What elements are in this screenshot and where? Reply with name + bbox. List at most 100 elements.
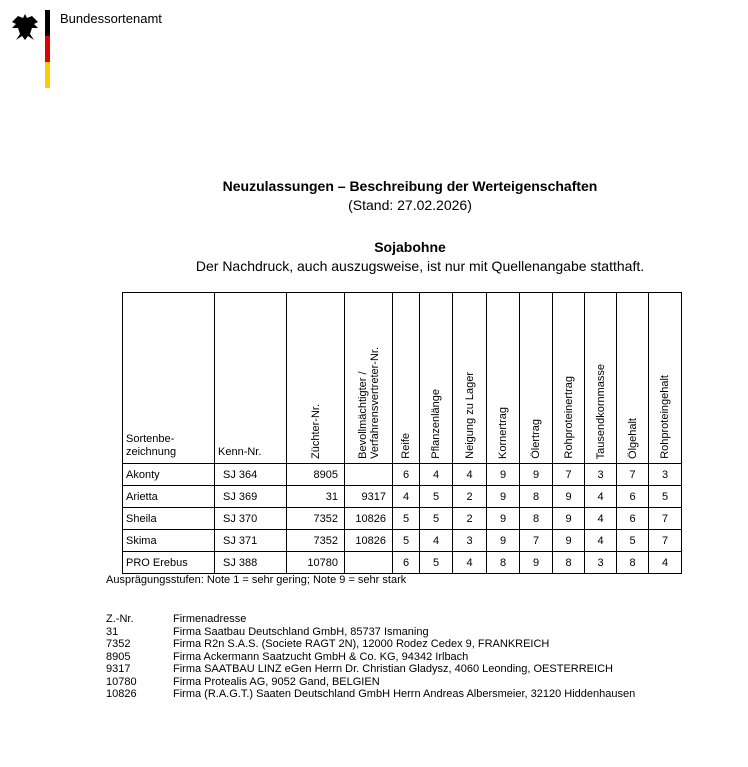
column-header: Ölgehalt bbox=[616, 292, 649, 464]
column-header: Züchter-Nr. bbox=[286, 292, 345, 464]
crop-title: Sojabohne bbox=[374, 239, 446, 255]
table-cell: 5 bbox=[419, 485, 453, 508]
firm-address: Firma Protealis AG, 9052 Gand, BELGIEN bbox=[173, 675, 380, 688]
table-cell: SJ 369 bbox=[214, 485, 287, 508]
flag-stripe-black bbox=[45, 10, 50, 36]
federal-eagle-icon bbox=[12, 14, 38, 40]
column-header: Pflanzenlänge bbox=[419, 292, 453, 464]
table-cell: 3 bbox=[452, 529, 487, 552]
table-cell: 5 bbox=[392, 529, 420, 552]
column-header: Kenn-Nr. bbox=[214, 292, 287, 464]
table-cell: 9 bbox=[486, 463, 520, 486]
scale-note: Ausprägungsstufen: Note 1 = sehr gering;… bbox=[106, 574, 407, 586]
table-cell: 4 bbox=[648, 551, 682, 574]
table-cell: 31 bbox=[286, 485, 345, 508]
table-cell bbox=[344, 463, 393, 486]
table-cell: 3 bbox=[584, 551, 617, 574]
table-cell: 4 bbox=[452, 551, 487, 574]
table-cell: 3 bbox=[584, 463, 617, 486]
column-header-label: Pflanzenlänge bbox=[430, 389, 442, 459]
flag-stripe-red bbox=[45, 36, 50, 62]
table-cell: 4 bbox=[419, 463, 453, 486]
table-cell: 8 bbox=[519, 485, 553, 508]
table-cell: 9 bbox=[486, 485, 520, 508]
column-header-label: Reife bbox=[400, 433, 412, 459]
table-cell: 9 bbox=[486, 529, 520, 552]
table-cell: 4 bbox=[584, 507, 617, 530]
document-date: (Stand: 27.02.2026) bbox=[348, 197, 472, 213]
column-header: Neigung zu Lager bbox=[452, 292, 487, 464]
firm-list-item: 10826 Firma (R.A.G.T.) Saaten Deutschland… bbox=[106, 688, 635, 700]
table-cell: 7352 bbox=[286, 529, 345, 552]
table-cell: 10826 bbox=[344, 507, 393, 530]
column-header: Ölertrag bbox=[519, 292, 553, 464]
column-header-label: Rohproteingehalt bbox=[659, 375, 671, 459]
table-cell: 4 bbox=[419, 529, 453, 552]
table-cell: 5 bbox=[616, 529, 649, 552]
table-cell: Arietta bbox=[122, 485, 215, 508]
table-cell: 8 bbox=[519, 507, 553, 530]
table-cell: 8 bbox=[486, 551, 520, 574]
table-cell: 5 bbox=[392, 507, 420, 530]
firm-list-item: 10780 Firma Protealis AG, 9052 Gand, BELG… bbox=[106, 676, 380, 688]
table-cell: 9 bbox=[519, 551, 553, 574]
table-cell: 7 bbox=[519, 529, 553, 552]
table-cell: 9 bbox=[486, 507, 520, 530]
table-cell: 7 bbox=[616, 463, 649, 486]
table-cell: 7 bbox=[648, 507, 682, 530]
column-header-label: Kenn-Nr. bbox=[218, 446, 262, 458]
column-header: Tausendkornmasse bbox=[584, 292, 617, 464]
column-header: Rohproteinertrag bbox=[552, 292, 585, 464]
firm-list-item: 8905 Firma Ackermann Saatzucht GmbH & Co.… bbox=[106, 651, 468, 663]
column-header-label: Sortenbe- zeichnung bbox=[126, 433, 177, 458]
table-cell: 9 bbox=[552, 485, 585, 508]
column-header-label: Tausendkornmasse bbox=[594, 363, 607, 459]
column-header-label: Kornertrag bbox=[497, 407, 509, 459]
column-header: Rohproteingehalt bbox=[648, 292, 682, 464]
column-header-label: Ölertrag bbox=[530, 419, 542, 459]
table-cell: SJ 370 bbox=[214, 507, 287, 530]
firm-address: Firma (R.A.G.T.) Saaten Deutschland GmbH… bbox=[173, 688, 636, 700]
table-row: Arietta SJ 369 31 9317 4 5 2 9 8 9 4 6 5 bbox=[122, 485, 682, 508]
breeder-number: 8905 bbox=[106, 650, 131, 663]
column-header-label: Züchter-Nr. bbox=[309, 403, 322, 459]
table-cell: 9317 bbox=[344, 485, 393, 508]
table-cell: 6 bbox=[616, 485, 649, 508]
table-cell: SJ 388 bbox=[214, 551, 287, 574]
table-cell: 6 bbox=[616, 507, 649, 530]
table-cell: Sheila bbox=[122, 507, 215, 530]
table-row: PRO Erebus SJ 388 10780 6 5 4 8 9 8 3 8 4 bbox=[122, 551, 682, 574]
table-cell: 7 bbox=[648, 529, 682, 552]
firm-list-header: Z.-Nr. Firmenadresse bbox=[106, 613, 246, 625]
table-cell: 5 bbox=[419, 507, 453, 530]
table-cell: 9 bbox=[552, 507, 585, 530]
table-cell: SJ 371 bbox=[214, 529, 287, 552]
table-cell: 4 bbox=[452, 463, 487, 486]
table-cell: 7352 bbox=[286, 507, 345, 530]
table-cell: 10780 bbox=[286, 551, 345, 574]
breeder-number: 31 bbox=[106, 625, 119, 638]
column-header: Sortenbe- zeichnung bbox=[122, 292, 215, 464]
firm-address: Firma SAATBAU LINZ eGen Herrn Dr. Christ… bbox=[173, 663, 613, 675]
breeder-number: 9317 bbox=[106, 663, 131, 675]
breeder-number: 7352 bbox=[106, 638, 131, 650]
column-header-label: Bevollmächtigter / Verfahrensvertreter-N… bbox=[356, 347, 381, 459]
table-cell: Skima bbox=[122, 529, 215, 552]
column-header: Bevollmächtigter / Verfahrensvertreter-N… bbox=[344, 292, 393, 464]
table-cell: 5 bbox=[419, 551, 453, 574]
breeder-number: 10826 bbox=[106, 688, 137, 700]
firm-list-item: 9317 Firma SAATBAU LINZ eGen Herrn Dr. Ch… bbox=[106, 663, 613, 675]
table-cell: 7 bbox=[552, 463, 585, 486]
flag-stripe-gold bbox=[45, 62, 50, 88]
firm-address: Firma Saatbau Deutschland GmbH, 85737 Is… bbox=[173, 625, 429, 638]
table-cell: 4 bbox=[584, 485, 617, 508]
firm-address: Firma R2n S.A.S. (Societe RAGT 2N), 1200… bbox=[173, 638, 550, 650]
organization-name: Bundessortenamt bbox=[60, 11, 162, 26]
table-cell: 5 bbox=[648, 485, 682, 508]
column-header: Reife bbox=[392, 292, 420, 464]
table-cell: PRO Erebus bbox=[122, 551, 215, 574]
table-cell: 9 bbox=[552, 529, 585, 552]
table-row: Sheila SJ 370 7352 10826 5 5 2 9 8 9 4 6 7 bbox=[122, 507, 682, 530]
table-cell: 8 bbox=[552, 551, 585, 574]
